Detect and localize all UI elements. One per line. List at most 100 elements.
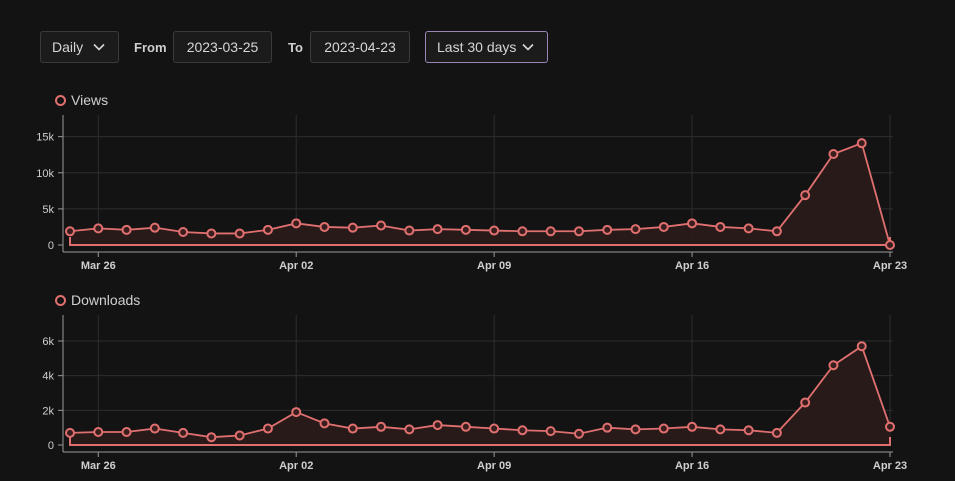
views-series-line [69,141,891,246]
views-data-point [715,221,726,232]
views-data-point [262,224,273,235]
downloads-baseline [69,437,891,446]
downloads-data-point [800,397,811,408]
views-x-tick-label: Mar 26 [81,260,116,272]
views-x-tick-label: Apr 16 [675,260,709,272]
downloads-y-tick-label: 6k [42,336,54,348]
downloads-x-tick-label: Apr 02 [279,460,313,472]
circle-marker-icon [55,94,66,106]
downloads-data-point [234,430,245,441]
downloads-data-point [715,424,726,435]
downloads-data-point [856,341,867,352]
views-area [70,143,890,245]
downloads-data-point [178,427,189,438]
views-data-point [93,223,104,234]
downloads-data-point [743,425,754,436]
views-data-point [800,190,811,201]
downloads-data-point [404,424,415,435]
views-data-point [121,224,132,235]
downloads-x-tick-label: Apr 09 [477,460,511,472]
views-data-point [178,227,189,237]
views-data-point [319,221,330,232]
from-date-value: 2023-03-25 [186,39,259,55]
views-data-point [545,226,556,237]
range-select[interactable]: Last 30 days [425,31,548,63]
views-chart: 0 5k 10k 15k Mar 26 Apr 02 Apr 09 Apr 16 Apr 23 [36,115,907,272]
circle-marker-icon [55,294,66,306]
to-date-input[interactable]: 2023-04-23 [310,31,410,63]
views-y-tick-label: 10k [36,168,54,180]
downloads-data-point [65,427,75,438]
downloads-data-point [630,424,641,435]
from-label: From [134,40,167,55]
views-data-point [658,221,669,232]
downloads-series-line [69,344,891,439]
views-x-tick-label: Apr 23 [873,260,907,272]
toolbar: Daily From 2023-03-25 To 2023-04-23 Last… [0,0,955,80]
views-y-tick-label: 15k [36,132,54,144]
views-data-point [828,149,839,159]
from-date-input[interactable]: 2023-03-25 [173,31,272,63]
views-data-point [743,223,754,234]
downloads-y-tick-label: 4k [42,371,54,383]
to-label: To [288,40,303,55]
views-legend[interactable]: Views [55,92,108,108]
downloads-data-point [206,432,217,443]
views-y-tick-label: 5k [42,204,54,216]
downloads-data-point [517,425,528,436]
views-data-point [573,226,584,237]
downloads-data-point [658,423,669,434]
downloads-data-point [262,423,273,434]
views-data-point [602,224,613,235]
views-data-point [885,240,895,250]
downloads-data-point [347,423,358,434]
range-value: Last 30 days [437,39,517,55]
downloads-data-point [885,421,895,432]
downloads-x-tick-label: Apr 23 [873,460,907,472]
views-data-point [687,218,698,229]
downloads-data-point [687,421,698,432]
views-data-point [517,226,528,237]
downloads-area [70,346,890,445]
downloads-data-point [545,426,556,437]
views-data-point [291,218,302,229]
views-data-point [234,228,245,239]
views-data-point [460,224,471,235]
views-y-tick-label: 0 [48,240,54,252]
views-data-point [630,224,641,235]
granularity-select[interactable]: Daily [40,31,119,63]
downloads-data-point [376,421,387,432]
downloads-y-tick-label: 0 [48,440,54,452]
downloads-data-point [319,418,330,429]
chevron-down-icon [93,43,105,51]
to-date-value: 2023-04-23 [324,39,396,55]
views-data-point [432,224,443,235]
views-data-point [856,138,867,149]
views-data-point [771,226,782,237]
downloads-data-point [602,422,613,433]
downloads-legend[interactable]: Downloads [55,292,140,308]
downloads-legend-label: Downloads [71,292,141,308]
views-data-point [376,220,387,231]
views-legend-label: Views [71,92,109,108]
views-data-point [206,228,217,239]
downloads-x-tick-label: Apr 16 [675,460,709,472]
downloads-y-tick-label: 2k [42,405,54,417]
downloads-data-point [460,421,471,432]
views-data-point [65,226,75,237]
views-data-point [404,225,415,236]
views-x-tick-label: Apr 02 [279,260,313,272]
downloads-x-tick-label: Mar 26 [81,460,116,472]
downloads-data-point [771,427,782,438]
views-data-point [149,222,160,233]
chevron-down-icon [522,43,534,51]
granularity-value: Daily [52,39,84,55]
downloads-data-point [573,428,584,439]
downloads-chart: 0 2k 4k 6k Mar 26 Apr 02 Apr 09 Apr 16 Apr 23 [42,315,907,472]
views-x-tick-label: Apr 09 [477,260,511,272]
downloads-data-point [121,427,132,437]
views-data-point [347,222,358,233]
downloads-data-point [291,407,302,418]
downloads-data-point [489,423,500,434]
views-data-point [489,225,500,236]
